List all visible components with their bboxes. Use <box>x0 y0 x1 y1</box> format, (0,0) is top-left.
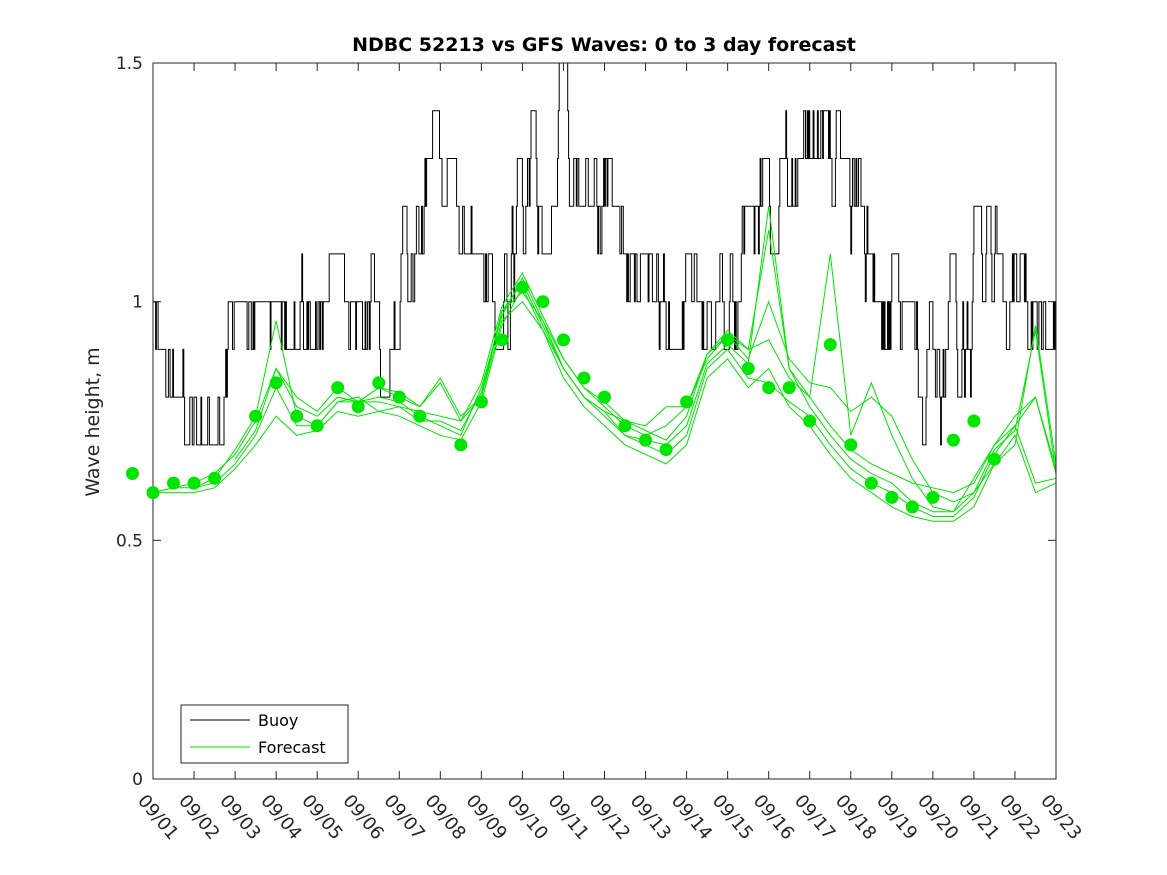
forecast-point <box>721 333 735 347</box>
forecast-point <box>515 280 529 294</box>
forecast-point <box>269 376 283 390</box>
forecast-point <box>987 452 1001 466</box>
forecast-point <box>310 419 324 433</box>
forecast-point <box>926 490 940 504</box>
forecast-point <box>618 419 632 433</box>
y-tick-label: 0.5 <box>116 531 143 551</box>
forecast-point <box>331 381 345 395</box>
buoy-series-line <box>153 63 1056 446</box>
forecast-run-line-2 <box>153 286 1056 522</box>
forecast-point <box>413 409 427 423</box>
forecast-point <box>823 338 837 352</box>
forecast-point <box>741 362 755 375</box>
forecast-point <box>290 409 304 423</box>
y-tick-label: 1.5 <box>116 54 143 74</box>
legend-buoy-label: Buoy <box>258 711 298 730</box>
legend-forecast-label: Forecast <box>258 738 326 757</box>
forecast-point <box>249 409 263 423</box>
legend: Buoy Forecast <box>180 704 349 764</box>
forecast-point <box>885 490 899 504</box>
y-axis-label: Wave height, m <box>82 347 104 496</box>
legend-box <box>180 704 349 764</box>
forecast-point <box>351 400 365 414</box>
forecast-point <box>762 381 776 395</box>
forecast-point <box>905 500 919 514</box>
forecast-run-line-6 <box>337 230 1056 513</box>
forecast-point <box>126 467 139 480</box>
forecast-point <box>803 414 817 428</box>
forecast-run-line-1 <box>153 276 1056 517</box>
forecast-point <box>967 414 981 428</box>
forecast-point <box>577 371 591 385</box>
forecast-point <box>557 333 570 347</box>
chart-title: NDBC 52213 vs GFS Waves: 0 to 3 day fore… <box>352 34 856 56</box>
forecast-point <box>536 295 550 309</box>
forecast-point <box>844 438 858 452</box>
forecast-point <box>782 381 796 395</box>
forecast-point <box>639 433 652 447</box>
forecast-point <box>167 476 180 490</box>
forecast-point <box>598 390 611 404</box>
forecast-point <box>659 443 673 457</box>
forecast-point <box>946 433 960 447</box>
forecast-point <box>454 438 468 452</box>
forecast-point <box>187 476 201 490</box>
forecast-point <box>474 395 488 409</box>
forecast-point <box>864 476 878 490</box>
forecast-point <box>680 395 694 409</box>
forecast-point <box>208 471 222 485</box>
forecast-point <box>392 390 406 404</box>
forecast-point <box>495 333 509 347</box>
forecast-point <box>146 486 160 500</box>
y-tick-label: 0 <box>132 770 143 790</box>
forecast-point <box>372 376 386 390</box>
y-tick-label: 1 <box>132 293 143 313</box>
